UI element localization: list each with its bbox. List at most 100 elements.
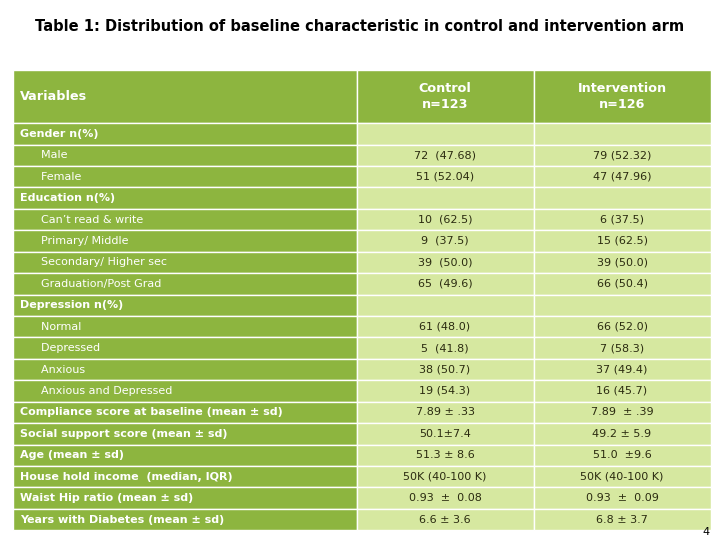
Bar	[356, 252, 534, 273]
Text: Control
n=123: Control n=123	[418, 82, 472, 111]
Text: Male: Male	[20, 150, 68, 160]
Bar	[356, 273, 534, 294]
Bar	[13, 402, 356, 423]
Text: 39 (50.0): 39 (50.0)	[596, 258, 647, 267]
Text: 66 (52.0): 66 (52.0)	[596, 322, 647, 332]
Bar	[13, 316, 356, 338]
Bar	[13, 294, 356, 316]
Text: Variables: Variables	[20, 90, 87, 103]
Text: Graduation/Post Grad: Graduation/Post Grad	[20, 279, 161, 289]
Bar	[356, 488, 534, 509]
Text: Depression n(%): Depression n(%)	[20, 300, 123, 310]
Text: 39  (50.0): 39 (50.0)	[418, 258, 472, 267]
Bar	[356, 466, 534, 488]
Bar	[13, 338, 356, 359]
Bar	[356, 338, 534, 359]
Text: 50K (40-100 K): 50K (40-100 K)	[580, 472, 664, 482]
Bar	[13, 466, 356, 488]
Bar	[356, 209, 534, 230]
Text: 37 (49.4): 37 (49.4)	[596, 364, 648, 375]
Bar	[13, 230, 356, 252]
Text: 4: 4	[702, 527, 709, 537]
Bar	[356, 70, 534, 123]
Bar	[534, 402, 711, 423]
Text: 6 (37.5): 6 (37.5)	[600, 214, 644, 225]
Bar	[13, 359, 356, 380]
Bar	[534, 70, 711, 123]
Bar	[534, 359, 711, 380]
Text: 51 (52.04): 51 (52.04)	[416, 172, 474, 181]
Bar	[534, 145, 711, 166]
Bar	[356, 444, 534, 466]
Text: 9  (37.5): 9 (37.5)	[421, 236, 469, 246]
Text: Anxious: Anxious	[20, 364, 85, 375]
Bar	[534, 252, 711, 273]
Text: 0.93  ±  0.08: 0.93 ± 0.08	[408, 493, 482, 503]
Text: 50.1±7.4: 50.1±7.4	[419, 429, 471, 439]
Bar	[356, 123, 534, 145]
Text: 6.8 ± 3.7: 6.8 ± 3.7	[596, 515, 648, 524]
Bar	[534, 488, 711, 509]
Text: 7.89  ± .39: 7.89 ± .39	[590, 407, 653, 417]
Text: 49.2 ± 5.9: 49.2 ± 5.9	[593, 429, 652, 439]
Bar	[356, 187, 534, 209]
Bar	[356, 380, 534, 402]
Text: Primary/ Middle: Primary/ Middle	[20, 236, 129, 246]
Text: 38 (50.7): 38 (50.7)	[420, 364, 471, 375]
Bar	[356, 423, 534, 444]
Text: 65  (49.6): 65 (49.6)	[418, 279, 472, 289]
Text: 19 (54.3): 19 (54.3)	[420, 386, 471, 396]
Bar	[534, 380, 711, 402]
Bar	[356, 402, 534, 423]
Bar	[534, 466, 711, 488]
Text: Social support score (mean ± sd): Social support score (mean ± sd)	[20, 429, 228, 439]
Text: 7 (58.3): 7 (58.3)	[600, 343, 644, 353]
Text: Gender n(%): Gender n(%)	[20, 129, 99, 139]
Bar	[534, 316, 711, 338]
Bar	[534, 123, 711, 145]
Text: Waist Hip ratio (mean ± sd): Waist Hip ratio (mean ± sd)	[20, 493, 194, 503]
Bar	[13, 123, 356, 145]
Text: Years with Diabetes (mean ± sd): Years with Diabetes (mean ± sd)	[20, 515, 225, 524]
Bar	[534, 273, 711, 294]
Text: Depressed: Depressed	[20, 343, 100, 353]
Bar	[13, 444, 356, 466]
Bar	[534, 444, 711, 466]
Bar	[13, 423, 356, 444]
Bar	[356, 359, 534, 380]
Text: 79 (52.32): 79 (52.32)	[593, 150, 651, 160]
Bar	[534, 209, 711, 230]
Bar	[356, 166, 534, 187]
Text: Education n(%): Education n(%)	[20, 193, 115, 203]
Text: 6.6 ± 3.6: 6.6 ± 3.6	[419, 515, 471, 524]
Bar	[13, 380, 356, 402]
Bar	[13, 145, 356, 166]
Text: 47 (47.96): 47 (47.96)	[593, 172, 652, 181]
Bar	[13, 509, 356, 530]
Bar	[356, 230, 534, 252]
Bar	[356, 509, 534, 530]
Bar	[13, 488, 356, 509]
Bar	[534, 230, 711, 252]
Bar	[356, 294, 534, 316]
Text: Female: Female	[20, 172, 81, 181]
Bar	[534, 423, 711, 444]
Text: Normal: Normal	[20, 322, 81, 332]
Bar	[534, 187, 711, 209]
Bar	[13, 166, 356, 187]
Bar	[534, 294, 711, 316]
Text: 16 (45.7): 16 (45.7)	[596, 386, 647, 396]
Bar	[13, 273, 356, 294]
Text: 66 (50.4): 66 (50.4)	[596, 279, 647, 289]
Text: 51.0  ±9.6: 51.0 ±9.6	[593, 450, 652, 460]
Bar	[356, 316, 534, 338]
Text: Compliance score at baseline (mean ± sd): Compliance score at baseline (mean ± sd)	[20, 407, 283, 417]
Text: 5  (41.8): 5 (41.8)	[421, 343, 469, 353]
Text: Anxious and Depressed: Anxious and Depressed	[20, 386, 173, 396]
Bar	[356, 145, 534, 166]
Text: Can’t read & write: Can’t read & write	[20, 214, 143, 225]
Text: 50K (40-100 K): 50K (40-100 K)	[403, 472, 487, 482]
Bar	[534, 509, 711, 530]
Text: 15 (62.5): 15 (62.5)	[596, 236, 647, 246]
Bar	[13, 252, 356, 273]
